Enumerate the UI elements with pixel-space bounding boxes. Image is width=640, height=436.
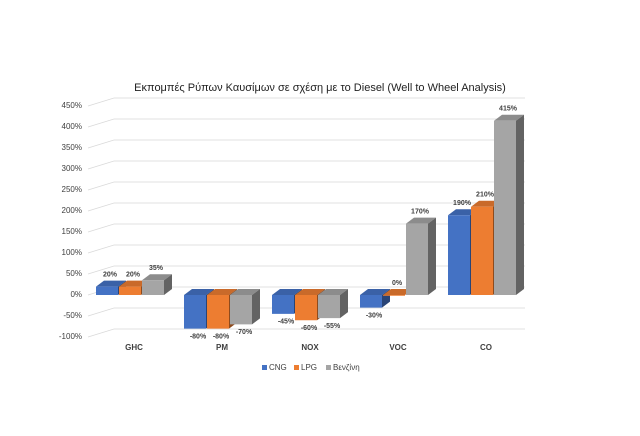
bar-face bbox=[448, 209, 478, 216]
grid-line bbox=[87, 118, 525, 128]
y-tick-label: 0% bbox=[70, 290, 82, 299]
legend-swatch bbox=[262, 365, 267, 370]
bar-face bbox=[230, 289, 260, 295]
bar-face bbox=[360, 295, 382, 308]
grid-line bbox=[87, 307, 525, 317]
bar-face bbox=[494, 114, 524, 121]
bar-face bbox=[428, 217, 436, 295]
legend-swatch bbox=[326, 365, 331, 370]
bar-face bbox=[184, 295, 206, 329]
value-label: 35% bbox=[149, 265, 164, 272]
value-label: 415% bbox=[499, 106, 518, 113]
grid-line bbox=[87, 265, 525, 275]
chart-title: Εκπομπές Ρύπων Καυσίμων σε σχέση με το D… bbox=[134, 82, 506, 94]
grid-line bbox=[87, 139, 525, 149]
bar-face bbox=[471, 206, 493, 295]
legend-swatch bbox=[294, 365, 299, 370]
bar bbox=[383, 289, 413, 296]
bar-face bbox=[272, 289, 302, 295]
bar-face bbox=[272, 295, 294, 314]
grid-line bbox=[87, 181, 525, 191]
grid-line bbox=[87, 223, 525, 233]
y-tick-label: -100% bbox=[59, 332, 82, 341]
x-tick-label: NOX bbox=[301, 343, 319, 352]
bar-face bbox=[230, 295, 252, 325]
value-label: 20% bbox=[126, 271, 141, 278]
bar-face bbox=[516, 114, 524, 295]
grid-line bbox=[87, 244, 525, 254]
bar-face bbox=[119, 280, 149, 287]
bar-face bbox=[164, 274, 172, 295]
bar-face bbox=[207, 295, 229, 329]
legend-label: CNG bbox=[269, 363, 287, 372]
bar-face bbox=[406, 223, 428, 295]
grid-line bbox=[87, 328, 525, 338]
value-label: 0% bbox=[392, 280, 403, 287]
y-tick-label: 100% bbox=[62, 248, 82, 257]
bar bbox=[406, 217, 436, 295]
value-label: -80% bbox=[213, 333, 230, 340]
value-label: -45% bbox=[278, 319, 295, 326]
y-tick-label: 250% bbox=[62, 185, 82, 194]
bar-face bbox=[184, 289, 214, 295]
bar bbox=[494, 114, 524, 295]
x-tick-label: PM bbox=[216, 343, 228, 352]
bar-face bbox=[318, 295, 340, 319]
y-tick-label: 350% bbox=[62, 143, 82, 152]
y-tick-label: 150% bbox=[62, 227, 82, 236]
value-label: 170% bbox=[411, 208, 430, 215]
bar-face bbox=[96, 286, 118, 295]
bar-face bbox=[96, 280, 126, 287]
bar-face bbox=[295, 295, 317, 321]
x-tick-label: GHC bbox=[125, 343, 143, 352]
x-tick-label: VOC bbox=[389, 343, 407, 352]
x-tick-label: CO bbox=[480, 343, 492, 352]
bar-face bbox=[142, 274, 172, 281]
legend-label: LPG bbox=[301, 363, 317, 372]
y-tick-label: 450% bbox=[62, 101, 82, 110]
value-label: -30% bbox=[366, 312, 383, 319]
y-tick-label: 200% bbox=[62, 206, 82, 215]
value-label: 210% bbox=[476, 192, 495, 199]
value-label: 20% bbox=[103, 271, 118, 278]
y-tick-label: 400% bbox=[62, 122, 82, 131]
y-tick-label: 50% bbox=[66, 269, 82, 278]
bar bbox=[318, 289, 348, 319]
legend-label: Βενζίνη bbox=[333, 363, 360, 372]
value-label: -60% bbox=[301, 325, 318, 332]
grid-line bbox=[87, 160, 525, 170]
bar-face bbox=[383, 289, 413, 295]
bar-face bbox=[142, 280, 164, 295]
value-label: -55% bbox=[324, 323, 341, 330]
bar-face bbox=[448, 215, 470, 295]
bar-face bbox=[318, 289, 348, 295]
bar-face bbox=[406, 217, 436, 224]
value-label: -70% bbox=[236, 329, 253, 336]
value-label: 190% bbox=[453, 200, 472, 207]
bar-face bbox=[383, 295, 405, 296]
bar bbox=[360, 289, 390, 308]
bar-face bbox=[119, 286, 141, 295]
y-tick-label: 300% bbox=[62, 164, 82, 173]
bar-face bbox=[471, 200, 501, 207]
bar bbox=[230, 289, 260, 325]
bar-face bbox=[295, 289, 325, 295]
grid-line bbox=[87, 202, 525, 212]
value-label: -80% bbox=[190, 333, 207, 340]
grid-line bbox=[87, 97, 525, 107]
bar-face bbox=[207, 289, 237, 295]
bar bbox=[142, 274, 172, 295]
bar-face bbox=[252, 289, 260, 325]
y-tick-label: -50% bbox=[63, 311, 82, 320]
bar-face bbox=[360, 289, 390, 295]
bar-face bbox=[340, 289, 348, 319]
bar-face bbox=[494, 120, 516, 295]
